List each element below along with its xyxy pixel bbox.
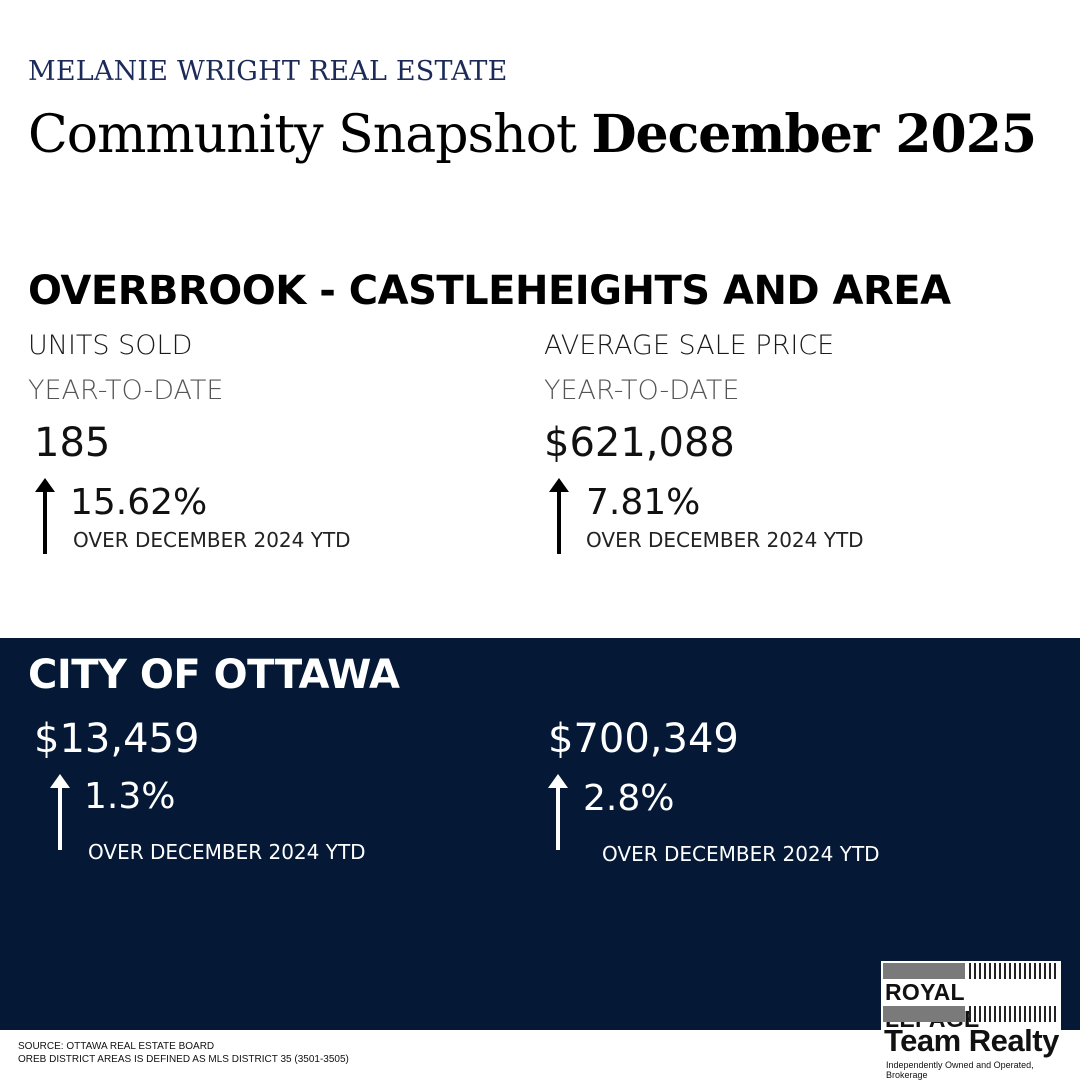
page-title: Community Snapshot December 2025: [28, 104, 1037, 165]
units-sold-change: 15.62%: [70, 482, 208, 523]
page-title-bold: December 2025: [591, 104, 1037, 165]
avg-price-comparison: OVER DECEMBER 2024 YTD: [586, 528, 864, 552]
city-units-change: 1.3%: [84, 776, 176, 817]
city-price-comparison: OVER DECEMBER 2024 YTD: [602, 842, 880, 866]
arrow-up-icon: [50, 774, 70, 850]
avg-price-period: YEAR-TO-DATE: [544, 375, 740, 406]
units-sold-label: UNITS SOLD: [28, 330, 193, 361]
district-note: OREB DISTRICT AREAS IS DEFINED AS MLS DI…: [18, 1054, 349, 1065]
logo-tagline: Independently Owned and Operated, Broker…: [886, 1060, 1034, 1080]
arrow-up-icon: [548, 774, 568, 850]
city-price-change: 2.8%: [583, 778, 675, 819]
source-note: SOURCE: OTTAWA REAL ESTATE BOARD: [18, 1041, 215, 1052]
units-sold-period: YEAR-TO-DATE: [28, 375, 224, 406]
units-sold-value: 185: [34, 420, 111, 466]
logo-line-2: Team Realty: [884, 1023, 1059, 1058]
city-price-value: $700,349: [548, 716, 739, 762]
brand-name: MELANIE WRIGHT REAL ESTATE: [28, 56, 508, 87]
arrow-up-icon: [549, 478, 569, 554]
avg-price-change: 7.81%: [586, 482, 701, 523]
city-units-value: $13,459: [34, 716, 200, 762]
arrow-up-icon: [35, 478, 55, 554]
units-sold-comparison: OVER DECEMBER 2024 YTD: [73, 528, 351, 552]
city-units-comparison: OVER DECEMBER 2024 YTD: [88, 840, 366, 864]
page-title-regular: Community Snapshot: [28, 105, 592, 165]
community-name: OVERBROOK - CASTLEHEIGHTS AND AREA: [28, 268, 951, 314]
avg-price-value: $621,088: [544, 420, 735, 466]
city-name: CITY OF OTTAWA: [28, 652, 400, 698]
royal-lepage-logo: ROYAL LEPAGE Team Realty Independently O…: [881, 961, 1061, 1080]
avg-price-label: AVERAGE SALE PRICE: [544, 330, 835, 361]
